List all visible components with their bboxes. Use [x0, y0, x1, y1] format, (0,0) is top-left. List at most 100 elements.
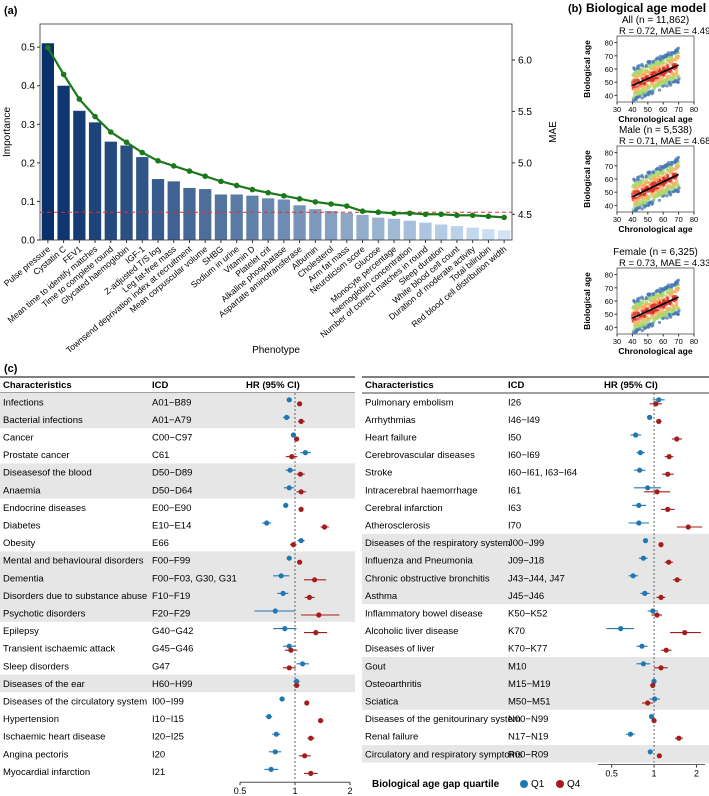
- scatter-point: [640, 62, 644, 67]
- scatter-point: [648, 63, 652, 67]
- scatter-point: [650, 83, 655, 87]
- scatter-point: [632, 311, 636, 316]
- mae-point: [92, 113, 98, 120]
- header-characteristics: Characteristics: [365, 380, 434, 391]
- scatter-points: [630, 46, 681, 102]
- scatter-point: [638, 85, 643, 89]
- hr-q4: [297, 471, 303, 477]
- row-characteristic: Epilepsy: [3, 626, 39, 637]
- scatter-point: [642, 320, 646, 324]
- mae-point: [359, 208, 366, 214]
- row-shade: [0, 604, 355, 622]
- fit-line: [632, 64, 679, 87]
- mae-tick-label: 5.5: [518, 107, 532, 118]
- scatter-point: [638, 327, 642, 331]
- importance-bar: [450, 226, 464, 240]
- hr-q4: [685, 524, 691, 530]
- scatter-point: [636, 303, 640, 307]
- y-tick-label: 70: [605, 284, 613, 293]
- row-characteristic: Inflammatory bowel disease: [365, 609, 483, 620]
- y-tick-label: 60: [605, 175, 613, 184]
- row-icd: D50−D89: [152, 468, 192, 479]
- scatter-title: Male (n = 5,538): [619, 125, 692, 136]
- scatter-point: [642, 192, 647, 196]
- hr-q1: [278, 573, 284, 579]
- scatter-title: Female (n = 6,325): [613, 247, 698, 258]
- scatter-point: [636, 182, 640, 186]
- scatter-point: [657, 198, 662, 202]
- scatter-point: [672, 73, 676, 77]
- hr-q4: [654, 489, 660, 495]
- row-shade: [0, 551, 355, 569]
- hr-q4: [666, 454, 672, 460]
- scatter-point: [667, 80, 671, 84]
- scatter-point: [644, 297, 648, 301]
- y-tick-label: 60: [605, 297, 613, 306]
- scatter-point: [632, 79, 636, 83]
- importance-tick-label: 0.4: [21, 81, 35, 92]
- hr-q1: [279, 696, 285, 702]
- scatter-point: [659, 314, 663, 318]
- scatter-point: [665, 316, 669, 320]
- scatter-point: [650, 315, 655, 320]
- hr-q4: [663, 647, 669, 653]
- row-characteristic: Arrhythmias: [365, 415, 416, 426]
- scatter-point: [657, 88, 662, 92]
- importance-bar: [403, 220, 416, 240]
- scatter-point: [647, 59, 651, 64]
- row-characteristic: Atherosclerosis: [365, 521, 430, 532]
- x-tick-label: 50: [644, 215, 652, 224]
- row-icd: J43−J44, J47: [508, 573, 565, 584]
- scatter-point: [634, 328, 638, 332]
- hr-q4: [674, 436, 680, 442]
- scatter-point: [661, 287, 665, 291]
- hr-q1: [627, 731, 634, 737]
- row-icd: I20: [152, 749, 165, 760]
- panel-b: (b) Biological age model All (n = 11,862…: [568, 1, 709, 356]
- hr-q4: [297, 559, 303, 565]
- row-shade: [0, 674, 355, 693]
- scatter-point: [646, 325, 651, 329]
- scatter-point: [663, 80, 667, 84]
- scatter-point: [659, 81, 663, 86]
- mae-point: [249, 186, 256, 193]
- hr-q1: [639, 643, 645, 649]
- scatter-point: [673, 79, 677, 83]
- scatter-point: [638, 94, 642, 98]
- scatter-point: [665, 290, 669, 294]
- hr-tick-label: 1: [652, 769, 657, 779]
- hr-tick-label: 1: [292, 786, 297, 796]
- row-icd: C61: [152, 450, 169, 461]
- scatter-point: [655, 316, 659, 320]
- hr-q4: [665, 506, 671, 512]
- hr-q1: [286, 555, 292, 561]
- scatter-point: [636, 306, 640, 311]
- mae-point: [123, 139, 130, 146]
- scatter-point: [651, 311, 655, 315]
- hr-q1: [656, 397, 662, 403]
- scatter-point: [643, 304, 647, 308]
- scatter-point: [666, 64, 670, 68]
- row-characteristic: Cerebral infarction: [365, 503, 443, 514]
- mae-point: [155, 158, 161, 164]
- x-tick-label: 60: [659, 105, 667, 114]
- hr-q4: [288, 647, 294, 653]
- scatter-point: [636, 177, 640, 181]
- scatter-point: [673, 281, 678, 285]
- hr-q4: [304, 700, 310, 706]
- scatter-title: All (n = 11,862): [622, 15, 689, 26]
- hr-q4: [298, 506, 304, 512]
- scatter-point: [640, 91, 644, 96]
- scatter-point: [647, 170, 651, 174]
- mae-point: [406, 210, 413, 217]
- scatter-point: [673, 311, 677, 315]
- mae-point: [265, 189, 271, 196]
- importance-bar: [482, 229, 495, 240]
- scatter-point: [669, 293, 673, 298]
- quartile-legend: Biological age gap quartile Q1 Q4: [372, 779, 581, 790]
- fit-line: [632, 296, 679, 319]
- scatter-point: [650, 324, 654, 328]
- row-characteristic: Influenza and Pneumonia: [365, 556, 473, 567]
- row-icd: I26: [508, 397, 521, 408]
- scatter-point: [636, 66, 640, 70]
